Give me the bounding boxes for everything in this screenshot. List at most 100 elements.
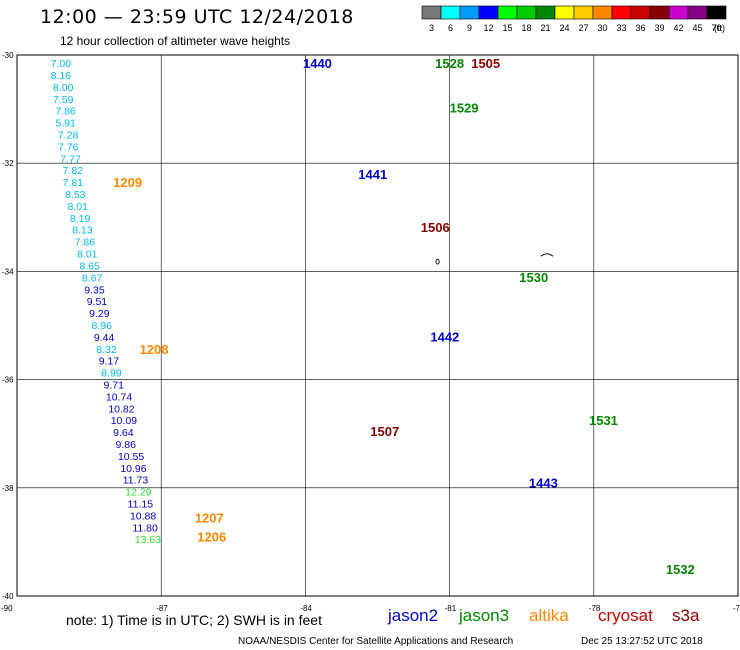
y-tick-label: -32	[2, 159, 14, 168]
mission-label-jason3: jason3	[459, 606, 510, 625]
swh-value-label: 8.01	[77, 249, 98, 261]
swh-value-label: 11.15	[128, 498, 154, 510]
track-id-label: 1531	[589, 413, 618, 428]
colorbar-tick-label: 70	[711, 23, 721, 33]
x-tick-label: -87	[156, 604, 168, 613]
plot-frame	[16, 54, 739, 597]
mission-label-cryosat: cryosat	[598, 606, 653, 625]
swh-value-label: 8.19	[70, 213, 91, 225]
track-id-label: 1507	[370, 424, 399, 439]
small-island-icon	[435, 253, 554, 265]
colorbar-swatch	[706, 5, 727, 20]
track-id-label: 1532	[666, 562, 695, 577]
swh-value-label: 9.17	[99, 356, 120, 368]
colorbar-tick-label: 24	[559, 23, 569, 33]
swh-value-label: 13.63	[135, 534, 161, 546]
island-outline	[540, 253, 554, 257]
footer-credit: NOAA/NESDIS Center for Satellite Applica…	[238, 636, 514, 647]
colorbar-tick-label: 15	[502, 23, 512, 33]
swh-value-label: 10.74	[106, 391, 132, 403]
x-tick-label: -81	[445, 604, 457, 613]
swh-value-label: 7.77	[60, 153, 81, 165]
swh-value-label: 7.28	[58, 130, 79, 142]
y-tick-label: -40	[2, 592, 14, 601]
track-id-label: 1440	[303, 56, 332, 71]
colorbar-tick-label: 9	[467, 23, 472, 33]
swh-value-label: 5.91	[55, 118, 76, 130]
swh-value-label: 10.82	[108, 403, 134, 415]
track-id-label: 1506	[421, 220, 450, 235]
colorbar-tick-label: 21	[540, 23, 550, 33]
page-subtitle: 12 hour collection of altimeter wave hei…	[60, 34, 291, 48]
swh-value-label: 8.53	[65, 189, 86, 201]
y-tick-label: -34	[2, 267, 14, 276]
track-id-label: 1505	[471, 56, 500, 71]
x-tick-label: -78	[589, 604, 601, 613]
swh-value-label: 9.51	[87, 296, 108, 308]
swh-value-label: 7.82	[63, 165, 84, 177]
colorbar-tick-label: 27	[578, 23, 588, 33]
swh-value-label: 7.59	[53, 94, 74, 106]
page-title: 12:00 — 23:59 UTC 12/24/2018	[40, 6, 354, 28]
track-id-label: 1441	[358, 167, 387, 182]
swh-value-label: 8.00	[53, 82, 74, 94]
track-labels: 1209 1208 1207 1206 1440 1441 1442 1443 1528 1529…	[113, 56, 695, 577]
swh-value-label: 7.86	[75, 237, 96, 249]
colorbar-tick-label: 33	[616, 23, 626, 33]
colorbar-ticks: 3 6 9 12 15 18 21 24 27 30 33 36 39 42 45 70	[429, 23, 722, 33]
plot-grid	[16, 54, 739, 597]
swh-value-label: 9.44	[94, 332, 115, 344]
colorbar-tick-label: 36	[635, 23, 645, 33]
swh-value-label: 8.13	[72, 225, 93, 237]
track-id-label: 1442	[430, 329, 459, 344]
axis-labels: -30 -32 -34 -36 -38 -40 -90 -87 -84 -81 -78 -75	[1, 51, 740, 613]
swh-value-label: 8.96	[92, 320, 113, 332]
swh-value-label: 10.55	[118, 451, 144, 463]
swh-value-label: 8.16	[51, 70, 72, 82]
mission-label-jason2: jason2	[388, 606, 439, 625]
track-id-label: 1208	[140, 342, 169, 357]
y-tick-label: -38	[2, 484, 14, 493]
track-id-label: 1207	[195, 511, 224, 526]
colorbar-tick-label: 6	[448, 23, 453, 33]
colorbar-tick-label: 12	[483, 23, 493, 33]
swh-value-label: 10.09	[111, 415, 137, 427]
plot-border	[16, 54, 739, 597]
swh-value-label: 12.29	[125, 487, 151, 499]
y-tick-label: -36	[2, 376, 14, 385]
colorbar: 3 6 9 12 15 18 21 24 27 30 33 36 39 42 45 70 (ft)	[421, 5, 727, 33]
footer-note: note: 1) Time is in UTC; 2) SWH is in fe…	[66, 612, 322, 628]
y-tick-label: -30	[2, 51, 14, 60]
footer-timestamp: Dec 25 13:27:52 UTC 2018	[581, 636, 703, 647]
swh-value-label: 8.01	[67, 201, 88, 213]
track-id-label: 1530	[519, 270, 548, 285]
colorbar-tick-label: 3	[429, 23, 434, 33]
swh-value-label: 8.67	[82, 272, 103, 284]
track-id-label: 1528	[435, 56, 464, 71]
swh-value-label: 11.80	[132, 522, 158, 534]
swh-value-label: 8.32	[96, 344, 117, 356]
colorbar-swatches	[421, 5, 727, 20]
mission-label-s3a: s3a	[672, 606, 700, 625]
swh-value-label: 7.76	[58, 141, 79, 153]
colorbar-tick-label: 30	[597, 23, 607, 33]
island-outline	[435, 258, 440, 265]
swh-value-label: 7.81	[63, 177, 84, 189]
x-tick-label: -90	[1, 604, 13, 613]
track-id-label: 1443	[529, 475, 558, 490]
x-tick-label: -84	[300, 604, 312, 613]
swh-value-label: 9.29	[89, 308, 110, 320]
swh-value-label: 9.64	[113, 427, 134, 439]
x-tick-label: -75	[733, 604, 740, 613]
swh-value-label: 9.35	[84, 284, 105, 296]
swh-value-label: 8.65	[79, 260, 100, 272]
colorbar-tick-label: 39	[654, 23, 664, 33]
colorbar-tick-label: 42	[673, 23, 683, 33]
mission-label-altika: altika	[529, 606, 569, 625]
swh-value-label: 8.99	[101, 368, 122, 380]
swh-value-label: 7.86	[55, 106, 76, 118]
swh-value-label: 10.88	[130, 510, 156, 522]
swh-value-label: 9.86	[116, 439, 137, 451]
swh-value-label: 10.96	[120, 463, 146, 475]
colorbar-unit: (ft)	[714, 23, 725, 33]
